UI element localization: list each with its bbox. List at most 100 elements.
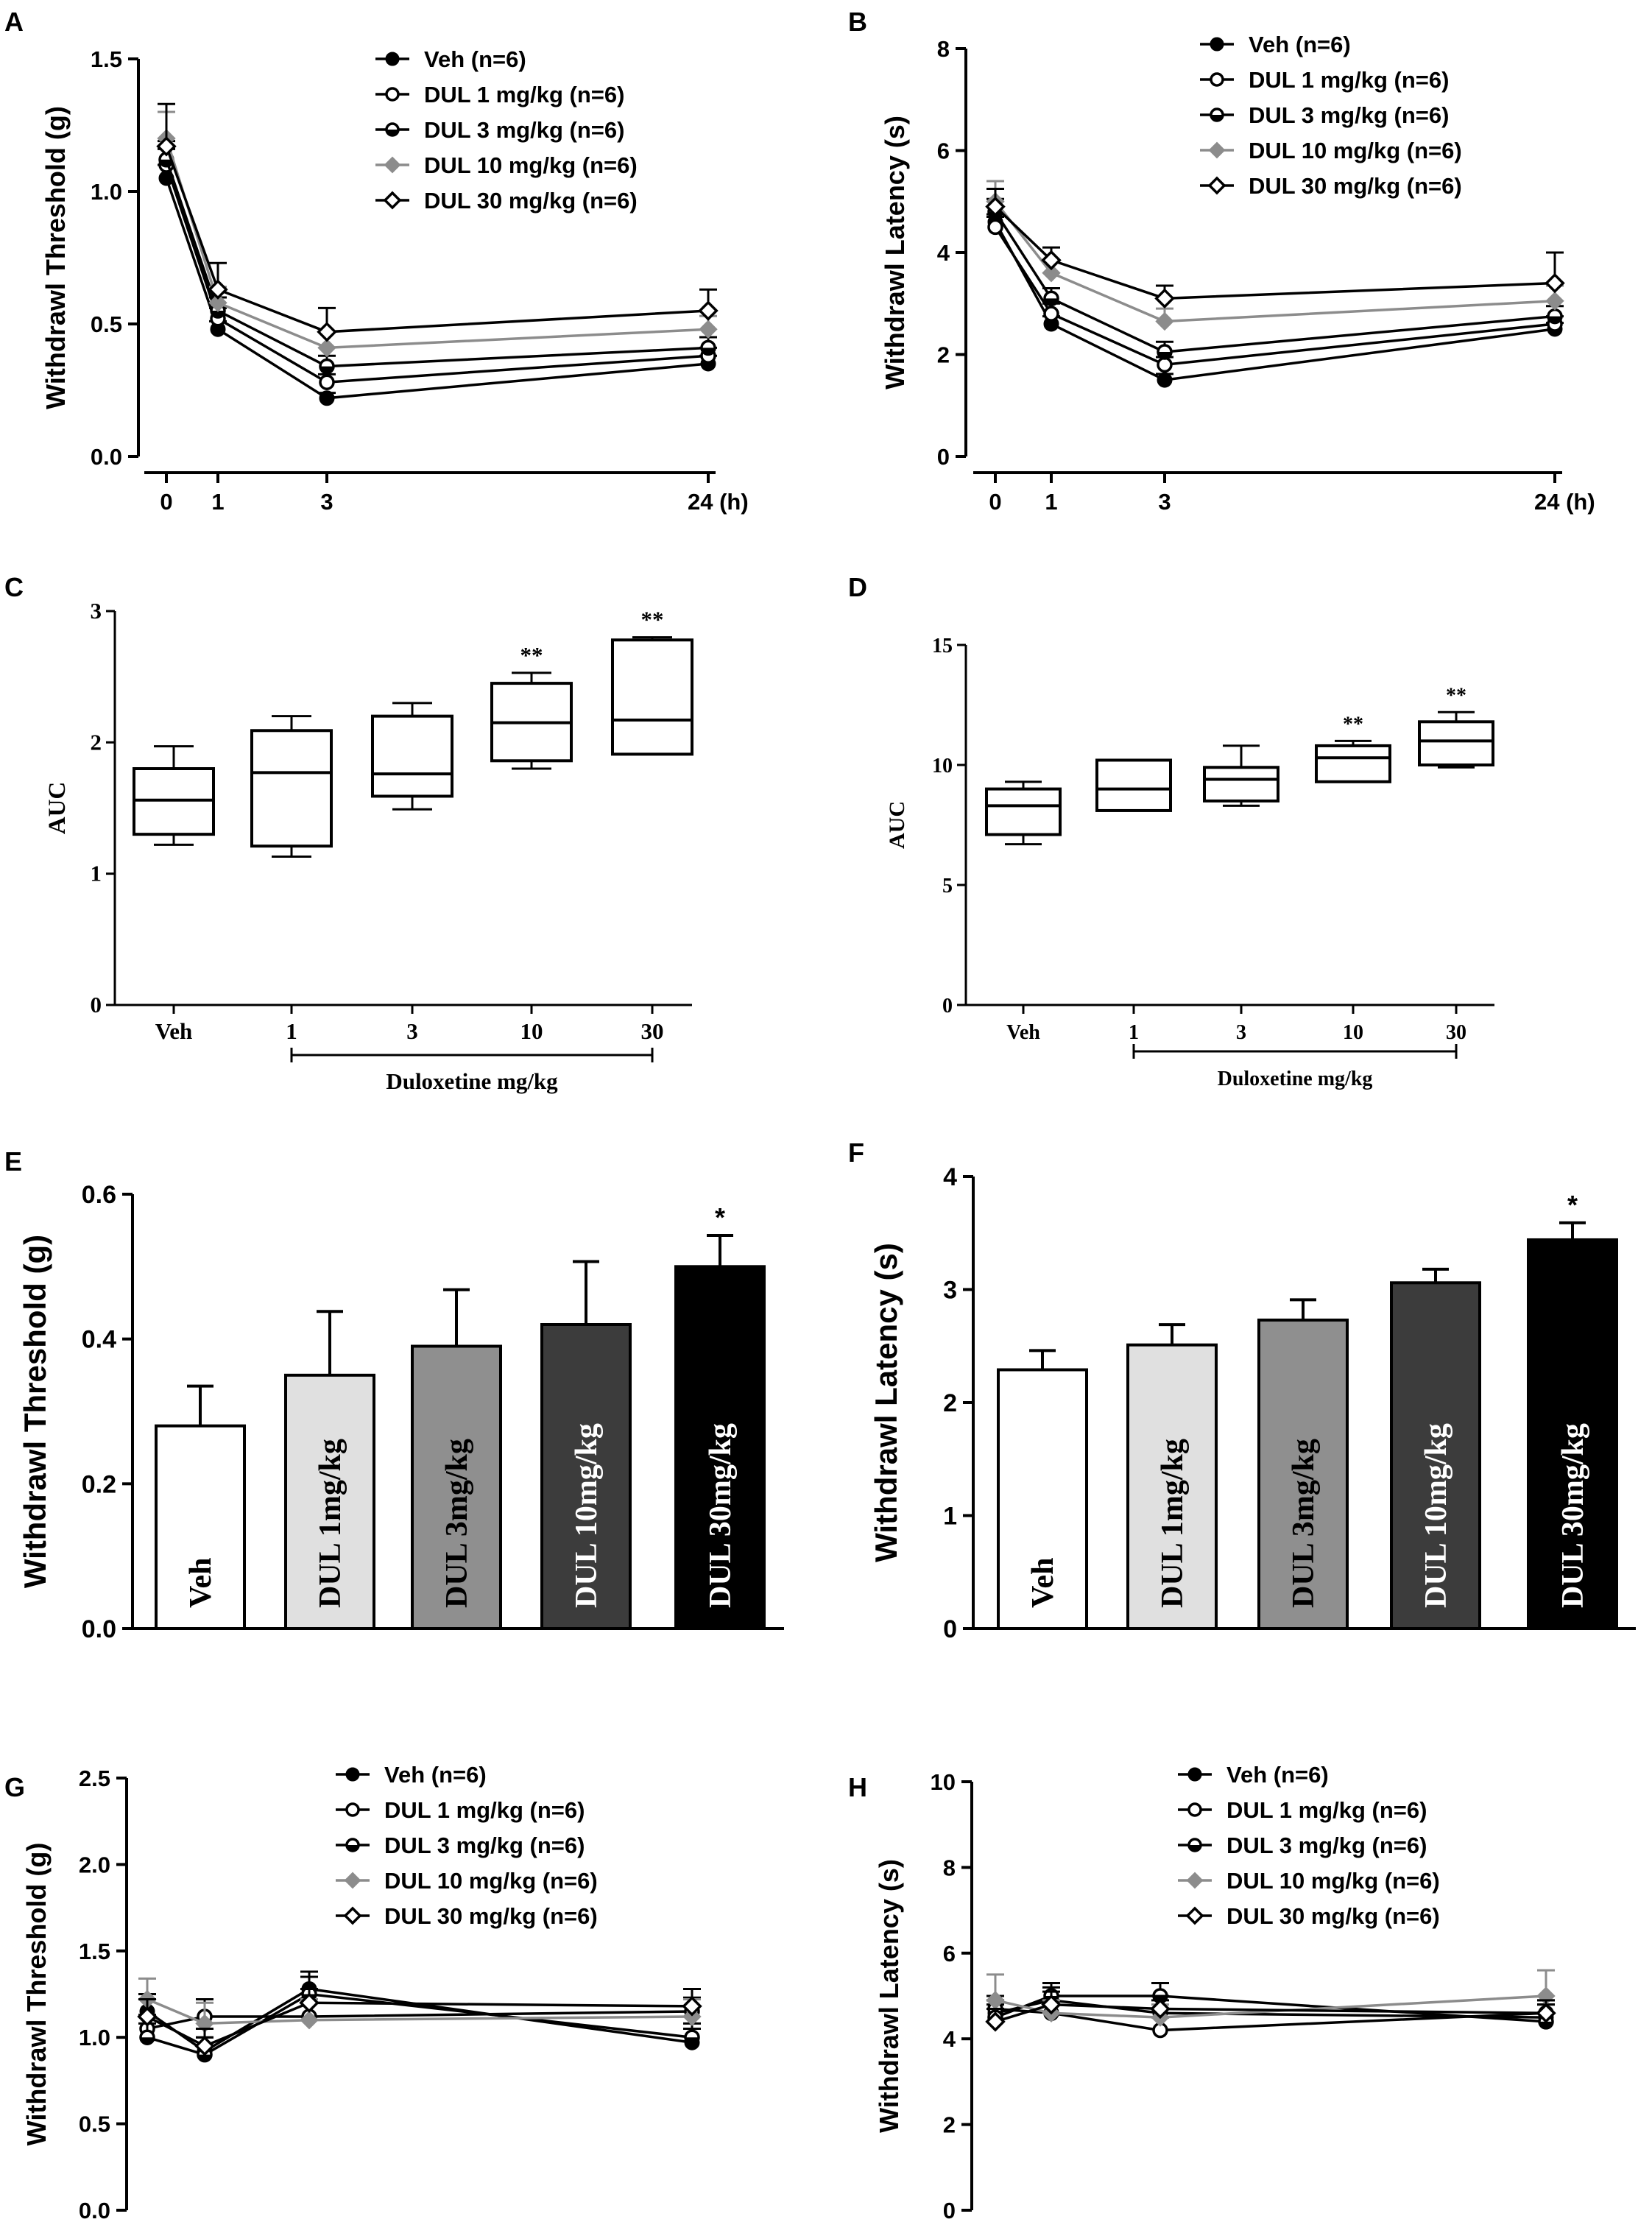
y-tick-label: 0 [91, 992, 102, 1017]
data-point [1536, 2003, 1556, 2024]
legend-item-2: DUL 3 mg/kg (n=6) [336, 1833, 585, 1858]
data-point [194, 2036, 215, 2056]
y-tick-label: 10 [931, 1769, 956, 1795]
y-tick-label: 0 [937, 444, 950, 470]
legend-label: Veh (n=6) [1226, 1762, 1329, 1788]
series-line [147, 2001, 693, 2048]
y-axis-title: Withdrawl Threshold (g) [21, 1843, 52, 2146]
series-line [995, 2007, 1547, 2032]
data-point [987, 219, 1003, 236]
bar-0: Veh [997, 1349, 1088, 1630]
significance-mark: * [715, 1202, 725, 1232]
y-tick-label: 3 [943, 1277, 957, 1305]
legend-marker [1210, 72, 1224, 87]
y-tick-label: 0.2 [82, 1470, 116, 1498]
x-tick-label: 3 [320, 489, 333, 515]
panel-label-b: B [848, 7, 867, 37]
chart-panel-a: A 0.0 0.5 1.0 1.5 0 1 3 24 (h) Withdrawl Threshol… [4, 7, 749, 515]
y-axis-title: Withdrawl Latency (s) [880, 116, 910, 389]
box-0 [133, 745, 215, 846]
bar-3: DUL 10mg/kg [540, 1260, 632, 1630]
legend-label: DUL 1 mg/kg (n=6) [384, 1797, 585, 1823]
x-tick-label: 1 [211, 489, 224, 515]
legend-label: DUL 30 mg/kg (n=6) [424, 188, 638, 214]
y-tick-label: 0.0 [91, 444, 122, 470]
y-tick-label: 2 [937, 342, 950, 368]
legend-marker [345, 1802, 360, 1817]
bar-1: DUL 1mg/kg [1126, 1323, 1218, 1630]
bar-label: DUL 1mg/kg [1156, 1439, 1190, 1608]
legend-marker [1208, 141, 1226, 159]
x-tick-label: 0 [160, 489, 172, 515]
box-1 [1095, 758, 1172, 812]
legend-marker-half [347, 1845, 359, 1851]
series-4 [985, 187, 1565, 309]
bar-3: DUL 10mg/kg [1390, 1267, 1481, 1631]
series-line [994, 226, 1556, 367]
series-line [994, 205, 1556, 300]
y-tick-label: 1.0 [91, 179, 122, 205]
legend-marker [344, 1872, 361, 1889]
y-axis-title: Withdrawl Latency (s) [869, 1243, 903, 1562]
x-tick-label: 0 [989, 489, 1001, 515]
y-tick-label: 0.4 [82, 1326, 116, 1354]
y-tick-label: 0.5 [79, 2112, 110, 2137]
legend-marker [385, 87, 400, 102]
y-tick-label: 0 [942, 995, 953, 1017]
series-4 [985, 1990, 1556, 2032]
series-line [147, 1997, 693, 2025]
series-line [994, 200, 1556, 323]
bar-rect [997, 1368, 1088, 1630]
y-tick-label: 0 [943, 2198, 956, 2222]
y-tick-label: 1 [91, 861, 102, 886]
legend-marker-half [1189, 1845, 1201, 1851]
bar-label: Veh [1026, 1558, 1060, 1608]
data-point-half [1045, 298, 1058, 306]
data-point [1150, 1998, 1171, 2020]
data-point [985, 196, 1006, 217]
x-tick-label: 30 [1446, 1021, 1466, 1044]
series-line [995, 2003, 1547, 2023]
box-iqr [985, 787, 1062, 836]
bar-label: DUL 3mg/kg [440, 1439, 474, 1608]
chart-panel-h: H024681001324 (h)Withdrawl Latency (s)Ve… [848, 1762, 1556, 2222]
y-tick-label: 3 [91, 598, 102, 624]
legend-label: DUL 1 mg/kg (n=6) [1249, 67, 1449, 93]
bar-label: DUL 1mg/kg [314, 1439, 347, 1608]
legend-label: DUL 10 mg/kg (n=6) [424, 152, 638, 178]
legend-item-3: DUL 10 mg/kg (n=6) [375, 152, 638, 178]
data-point [319, 374, 335, 390]
legend-item-4: DUL 30 mg/kg (n=6) [336, 1903, 598, 1929]
panel-label-a: A [4, 7, 24, 37]
box-4: ** [1418, 684, 1494, 769]
data-point-half [702, 348, 715, 355]
legend-label: DUL 3 mg/kg (n=6) [1226, 1833, 1427, 1858]
legend-item-3: DUL 10 mg/kg (n=6) [336, 1868, 598, 1894]
panel-label-d: D [848, 572, 867, 602]
legend-item-4: DUL 30 mg/kg (n=6) [1178, 1903, 1440, 1929]
series-4 [156, 102, 719, 342]
bar-label: DUL 30mg/kg [1556, 1423, 1590, 1608]
data-point [1155, 311, 1174, 331]
legend-marker-half [1211, 115, 1223, 121]
legend-marker [345, 1767, 360, 1782]
data-point [317, 322, 337, 342]
panel-label-e: E [4, 1146, 22, 1177]
x-tick-label: 1 [286, 1018, 297, 1044]
bar-rect [411, 1344, 502, 1630]
panel-label-g: G [4, 1772, 25, 1802]
series-line [147, 2010, 693, 2031]
legend-marker [1210, 37, 1224, 52]
panel-label-h: H [848, 1772, 867, 1802]
legend-item-4: DUL 30 mg/kg (n=6) [375, 188, 638, 214]
chart-panel-d: D 0 5 10 15 AUC Veh 1 3 10 ** 30 ** Duloxetine mg/kg [848, 572, 1494, 1090]
x-tick-label: 24 (h) [688, 489, 749, 515]
legend-marker [1187, 1767, 1202, 1782]
x-tick-label: 10 [520, 1018, 543, 1044]
bar-rect [1390, 1281, 1481, 1631]
y-tick-label: 2.5 [79, 1766, 110, 1791]
panel-label-c: C [4, 572, 24, 602]
legend-marker [1207, 176, 1226, 195]
y-tick-label: 15 [932, 635, 953, 657]
y-tick-label: 4 [937, 240, 950, 266]
